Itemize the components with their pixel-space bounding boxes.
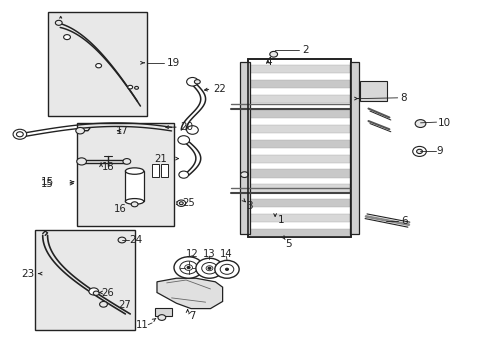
- Text: 22: 22: [212, 84, 225, 94]
- Bar: [250, 154, 349, 163]
- Bar: [250, 199, 349, 207]
- Circle shape: [100, 301, 107, 307]
- Text: 25: 25: [182, 198, 195, 208]
- Circle shape: [186, 77, 198, 86]
- Circle shape: [214, 260, 239, 278]
- Bar: [360, 81, 386, 102]
- Text: 3: 3: [245, 201, 252, 211]
- Text: 16: 16: [114, 204, 127, 214]
- Text: 8: 8: [399, 93, 406, 103]
- Circle shape: [131, 202, 138, 207]
- Circle shape: [158, 315, 165, 320]
- Circle shape: [225, 268, 228, 270]
- Polygon shape: [157, 278, 222, 309]
- Bar: [239, 62, 250, 234]
- Text: 4: 4: [265, 57, 271, 67]
- Text: 17: 17: [116, 126, 128, 136]
- Circle shape: [416, 149, 422, 154]
- Text: 13: 13: [203, 249, 215, 259]
- Circle shape: [269, 51, 277, 57]
- Circle shape: [178, 136, 189, 144]
- Circle shape: [122, 158, 130, 164]
- Circle shape: [240, 172, 248, 177]
- Bar: [250, 184, 349, 193]
- Circle shape: [194, 80, 200, 84]
- Text: 1: 1: [277, 215, 284, 225]
- Circle shape: [186, 126, 198, 134]
- Ellipse shape: [125, 168, 143, 174]
- Bar: [125, 171, 143, 202]
- Text: 10: 10: [437, 118, 450, 128]
- Circle shape: [77, 158, 86, 165]
- Circle shape: [179, 171, 188, 178]
- Bar: [250, 170, 349, 177]
- Bar: [152, 163, 159, 177]
- Bar: [349, 62, 359, 234]
- Circle shape: [93, 291, 99, 296]
- Circle shape: [134, 86, 138, 89]
- Bar: [77, 123, 174, 226]
- Text: 18: 18: [102, 162, 114, 172]
- Circle shape: [187, 266, 190, 269]
- Circle shape: [118, 237, 125, 243]
- Text: 14: 14: [220, 249, 232, 259]
- Circle shape: [205, 266, 212, 271]
- Circle shape: [13, 129, 27, 139]
- Circle shape: [76, 127, 84, 134]
- Text: 11: 11: [135, 320, 148, 330]
- Circle shape: [180, 261, 197, 274]
- Text: 2: 2: [301, 45, 308, 55]
- Circle shape: [201, 262, 217, 274]
- Circle shape: [184, 265, 192, 270]
- Text: 27: 27: [118, 300, 131, 310]
- Bar: [250, 140, 349, 148]
- Bar: [250, 214, 349, 222]
- Circle shape: [220, 264, 233, 274]
- Text: 7: 7: [189, 311, 196, 321]
- Text: 24: 24: [129, 235, 142, 245]
- Circle shape: [55, 20, 62, 25]
- Circle shape: [63, 35, 70, 40]
- Text: 21: 21: [154, 154, 166, 163]
- Bar: [250, 110, 349, 118]
- Text: 12: 12: [186, 249, 199, 259]
- Ellipse shape: [125, 199, 143, 204]
- Circle shape: [207, 267, 210, 269]
- Circle shape: [17, 132, 23, 137]
- Text: 6: 6: [400, 216, 407, 226]
- Circle shape: [96, 64, 102, 68]
- Circle shape: [196, 258, 223, 278]
- Circle shape: [179, 202, 183, 204]
- Bar: [248, 59, 351, 237]
- Bar: [250, 80, 349, 88]
- Text: 20: 20: [180, 122, 193, 132]
- Circle shape: [174, 257, 203, 278]
- Text: 26: 26: [101, 288, 114, 297]
- Bar: [250, 65, 349, 73]
- Text: 19: 19: [166, 58, 180, 68]
- Text: 15: 15: [41, 179, 54, 189]
- Text: 15: 15: [41, 177, 54, 187]
- Text: 23: 23: [21, 269, 34, 279]
- Bar: [35, 230, 135, 330]
- Bar: [250, 125, 349, 133]
- Bar: [250, 229, 349, 237]
- Bar: [47, 12, 147, 116]
- Circle shape: [127, 85, 132, 89]
- Bar: [161, 163, 167, 177]
- Bar: [250, 95, 349, 103]
- Circle shape: [414, 120, 425, 127]
- Bar: [248, 59, 351, 237]
- Text: 5: 5: [285, 239, 291, 249]
- Bar: [154, 307, 171, 316]
- Text: 9: 9: [436, 147, 442, 157]
- Circle shape: [89, 288, 99, 295]
- Circle shape: [412, 147, 426, 157]
- Circle shape: [177, 200, 185, 206]
